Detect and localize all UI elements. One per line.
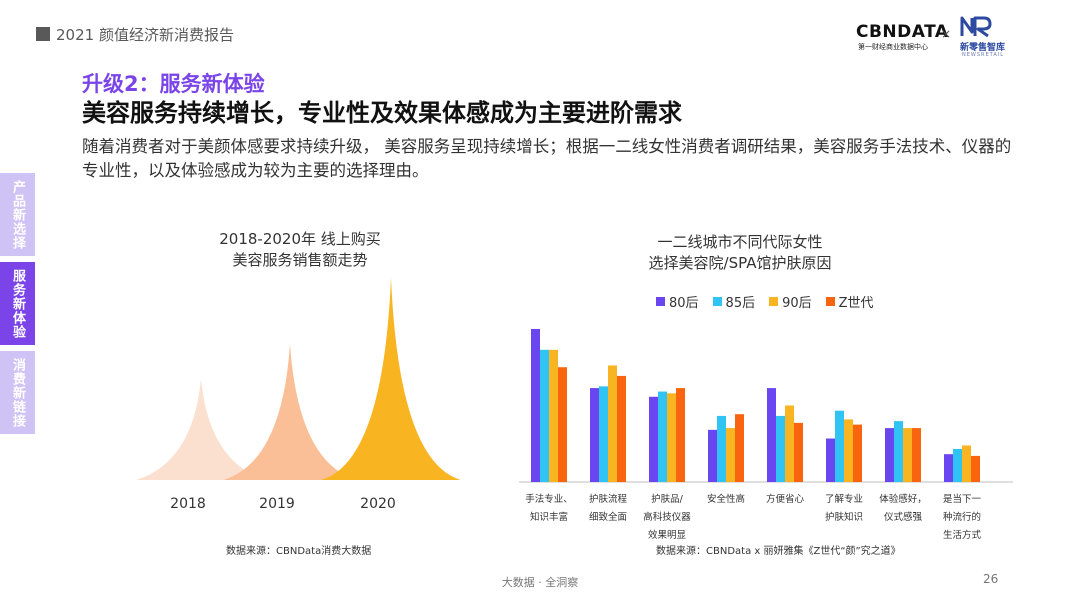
- bar: [599, 386, 608, 482]
- bar: [540, 349, 549, 482]
- legend-label: 90后: [782, 296, 812, 311]
- legend-item: 80后: [656, 292, 699, 311]
- bar: [903, 428, 912, 482]
- section-title: 升级2：服务新体验: [82, 72, 265, 96]
- peak-2020: [321, 278, 460, 480]
- right-chart-title-line2: 选择美容院/SPA馆护肤原因: [648, 254, 832, 272]
- legend-label: 85后: [725, 296, 756, 311]
- bar: [853, 424, 862, 482]
- peak-2019: [223, 343, 357, 480]
- newsretail-logo-text: 新零售智库: [960, 43, 1006, 53]
- side-tab-product[interactable]: 产品新选择: [0, 173, 35, 256]
- left-chart-title: 2018-2020年 线上购买 美容服务销售额走势: [170, 229, 430, 271]
- peak-2018: [136, 379, 266, 480]
- report-title: 2021 颜值经济新消费报告: [56, 26, 234, 44]
- side-tab-consumption[interactable]: 消费新链接: [0, 351, 35, 434]
- bar: [708, 429, 717, 482]
- bar: [826, 438, 835, 482]
- bar: [549, 349, 558, 482]
- bar: [971, 455, 980, 482]
- right-chart-title: 一二线城市不同代际女性 选择美容院/SPA馆护肤原因: [630, 232, 850, 274]
- footer-slogan: 大数据 · 全洞察: [501, 576, 579, 589]
- legend-label: 80后: [669, 296, 699, 311]
- bar: [717, 415, 726, 482]
- legend-swatch: [656, 297, 665, 306]
- legend-swatch: [769, 297, 779, 306]
- bar: [658, 391, 667, 482]
- logo-separator: ×: [941, 27, 952, 41]
- sales-trend-peak-chart: 2018 2019 2020: [136, 278, 460, 512]
- bar: [767, 388, 776, 482]
- chart-legend: 80后 85后 90后 Z世代: [656, 292, 874, 311]
- legend-item: Z世代: [825, 292, 874, 311]
- bar: [785, 405, 794, 482]
- category-label: 方便省心: [766, 493, 805, 505]
- category-label: 是当下一种流行的生活方式: [943, 493, 982, 541]
- side-tab-service[interactable]: 服务新体验: [0, 262, 35, 345]
- legend-item: 90后: [769, 292, 812, 311]
- right-chart-source: 数据来源：CBNData x 丽妍雅集《Z世代“颜”究之道》: [656, 546, 901, 557]
- page-title: 美容服务持续增长，专业性及效果体感成为主要进阶需求: [82, 99, 682, 127]
- bar: [835, 410, 844, 482]
- bar: [608, 365, 617, 482]
- bar: [912, 428, 921, 482]
- page-number: 26: [983, 572, 999, 586]
- bar: [726, 428, 735, 482]
- newsretail-logo-icon: [958, 14, 994, 44]
- bar: [776, 415, 785, 482]
- peak-year-label: 2018: [170, 496, 206, 512]
- legend-item: 85后: [712, 292, 756, 311]
- report-marker-icon: [36, 27, 50, 41]
- bar: [944, 454, 953, 482]
- left-chart-title-line1: 2018-2020年 线上购买: [219, 230, 381, 248]
- bar: [667, 393, 676, 482]
- peak-year-label: 2020: [360, 496, 396, 512]
- bar: [649, 396, 658, 482]
- cbndata-logo-subtitle: 第一财经商业数据中心: [858, 43, 928, 51]
- cbndata-logo: CBNDATA: [856, 22, 949, 42]
- category-label: 护肤流程细致全面: [589, 493, 628, 523]
- category-label: 护肤品/高科技仪器效果明显: [643, 493, 691, 541]
- bar: [894, 421, 903, 482]
- bar: [794, 422, 803, 482]
- category-label: 体验感好，仪式感强: [879, 493, 927, 523]
- legend-label: Z世代: [838, 296, 874, 311]
- legend-swatch: [825, 297, 835, 306]
- category-label: 安全性高: [707, 493, 745, 505]
- bar: [617, 375, 626, 482]
- newsretail-logo-subtitle: NEWSRETAIL: [962, 52, 1004, 58]
- bar: [558, 367, 567, 482]
- left-chart-source: 数据来源：CBNData消费大数据: [226, 546, 372, 557]
- bar: [885, 428, 894, 482]
- right-chart-title-line1: 一二线城市不同代际女性: [657, 233, 823, 251]
- bar: [735, 414, 744, 482]
- bar: [531, 328, 540, 482]
- category-label: 了解专业护肤知识: [825, 493, 863, 523]
- bar: [953, 448, 962, 482]
- left-chart-title-line2: 美容服务销售额走势: [232, 251, 368, 269]
- peak-year-label: 2019: [259, 496, 295, 512]
- category-label: 手法专业、知识丰富: [525, 493, 573, 523]
- description-text: 随着消费者对于美颜体感要求持续升级， 美容服务呈现持续增长；根据一二线女性消费者…: [82, 137, 1012, 180]
- bar: [844, 419, 853, 482]
- bar: [676, 388, 685, 482]
- legend-swatch: [712, 297, 722, 306]
- bar: [962, 445, 971, 482]
- bar: [590, 388, 599, 482]
